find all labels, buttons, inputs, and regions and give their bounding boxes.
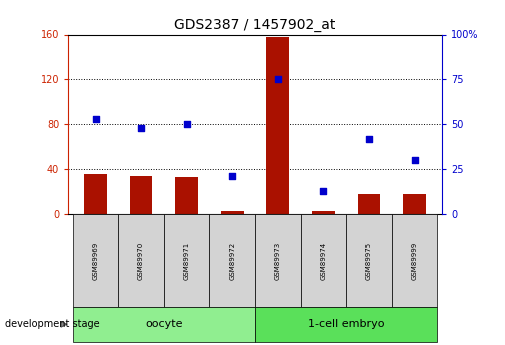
- Bar: [312, 210, 335, 214]
- Point: [274, 77, 282, 82]
- Bar: [346, 214, 392, 307]
- Bar: [118, 214, 164, 307]
- Title: GDS2387 / 1457902_at: GDS2387 / 1457902_at: [174, 18, 336, 32]
- Bar: [73, 307, 255, 342]
- Bar: [392, 214, 437, 307]
- Point: [91, 116, 99, 121]
- Bar: [221, 210, 243, 214]
- Bar: [300, 214, 346, 307]
- Bar: [255, 214, 300, 307]
- Text: GSM89975: GSM89975: [366, 241, 372, 279]
- Point: [228, 174, 236, 179]
- Point: [411, 157, 419, 163]
- Text: GSM89969: GSM89969: [92, 241, 98, 279]
- Bar: [130, 176, 153, 214]
- Text: oocyte: oocyte: [145, 319, 183, 329]
- Text: GSM89999: GSM89999: [412, 241, 418, 279]
- Bar: [403, 194, 426, 214]
- Point: [365, 136, 373, 141]
- Text: GSM89974: GSM89974: [320, 241, 326, 279]
- Point: [319, 188, 327, 193]
- Bar: [84, 174, 107, 214]
- Bar: [210, 214, 255, 307]
- Bar: [73, 214, 118, 307]
- Text: GSM89973: GSM89973: [275, 241, 281, 279]
- Text: GSM89971: GSM89971: [184, 241, 190, 279]
- Text: development stage: development stage: [5, 319, 99, 329]
- Point: [137, 125, 145, 130]
- Text: GSM89970: GSM89970: [138, 241, 144, 279]
- Bar: [358, 194, 380, 214]
- Point: [183, 121, 191, 127]
- Text: GSM89972: GSM89972: [229, 241, 235, 279]
- Bar: [267, 37, 289, 214]
- Bar: [255, 307, 437, 342]
- Bar: [175, 177, 198, 214]
- Bar: [164, 214, 210, 307]
- Text: 1-cell embryo: 1-cell embryo: [308, 319, 384, 329]
